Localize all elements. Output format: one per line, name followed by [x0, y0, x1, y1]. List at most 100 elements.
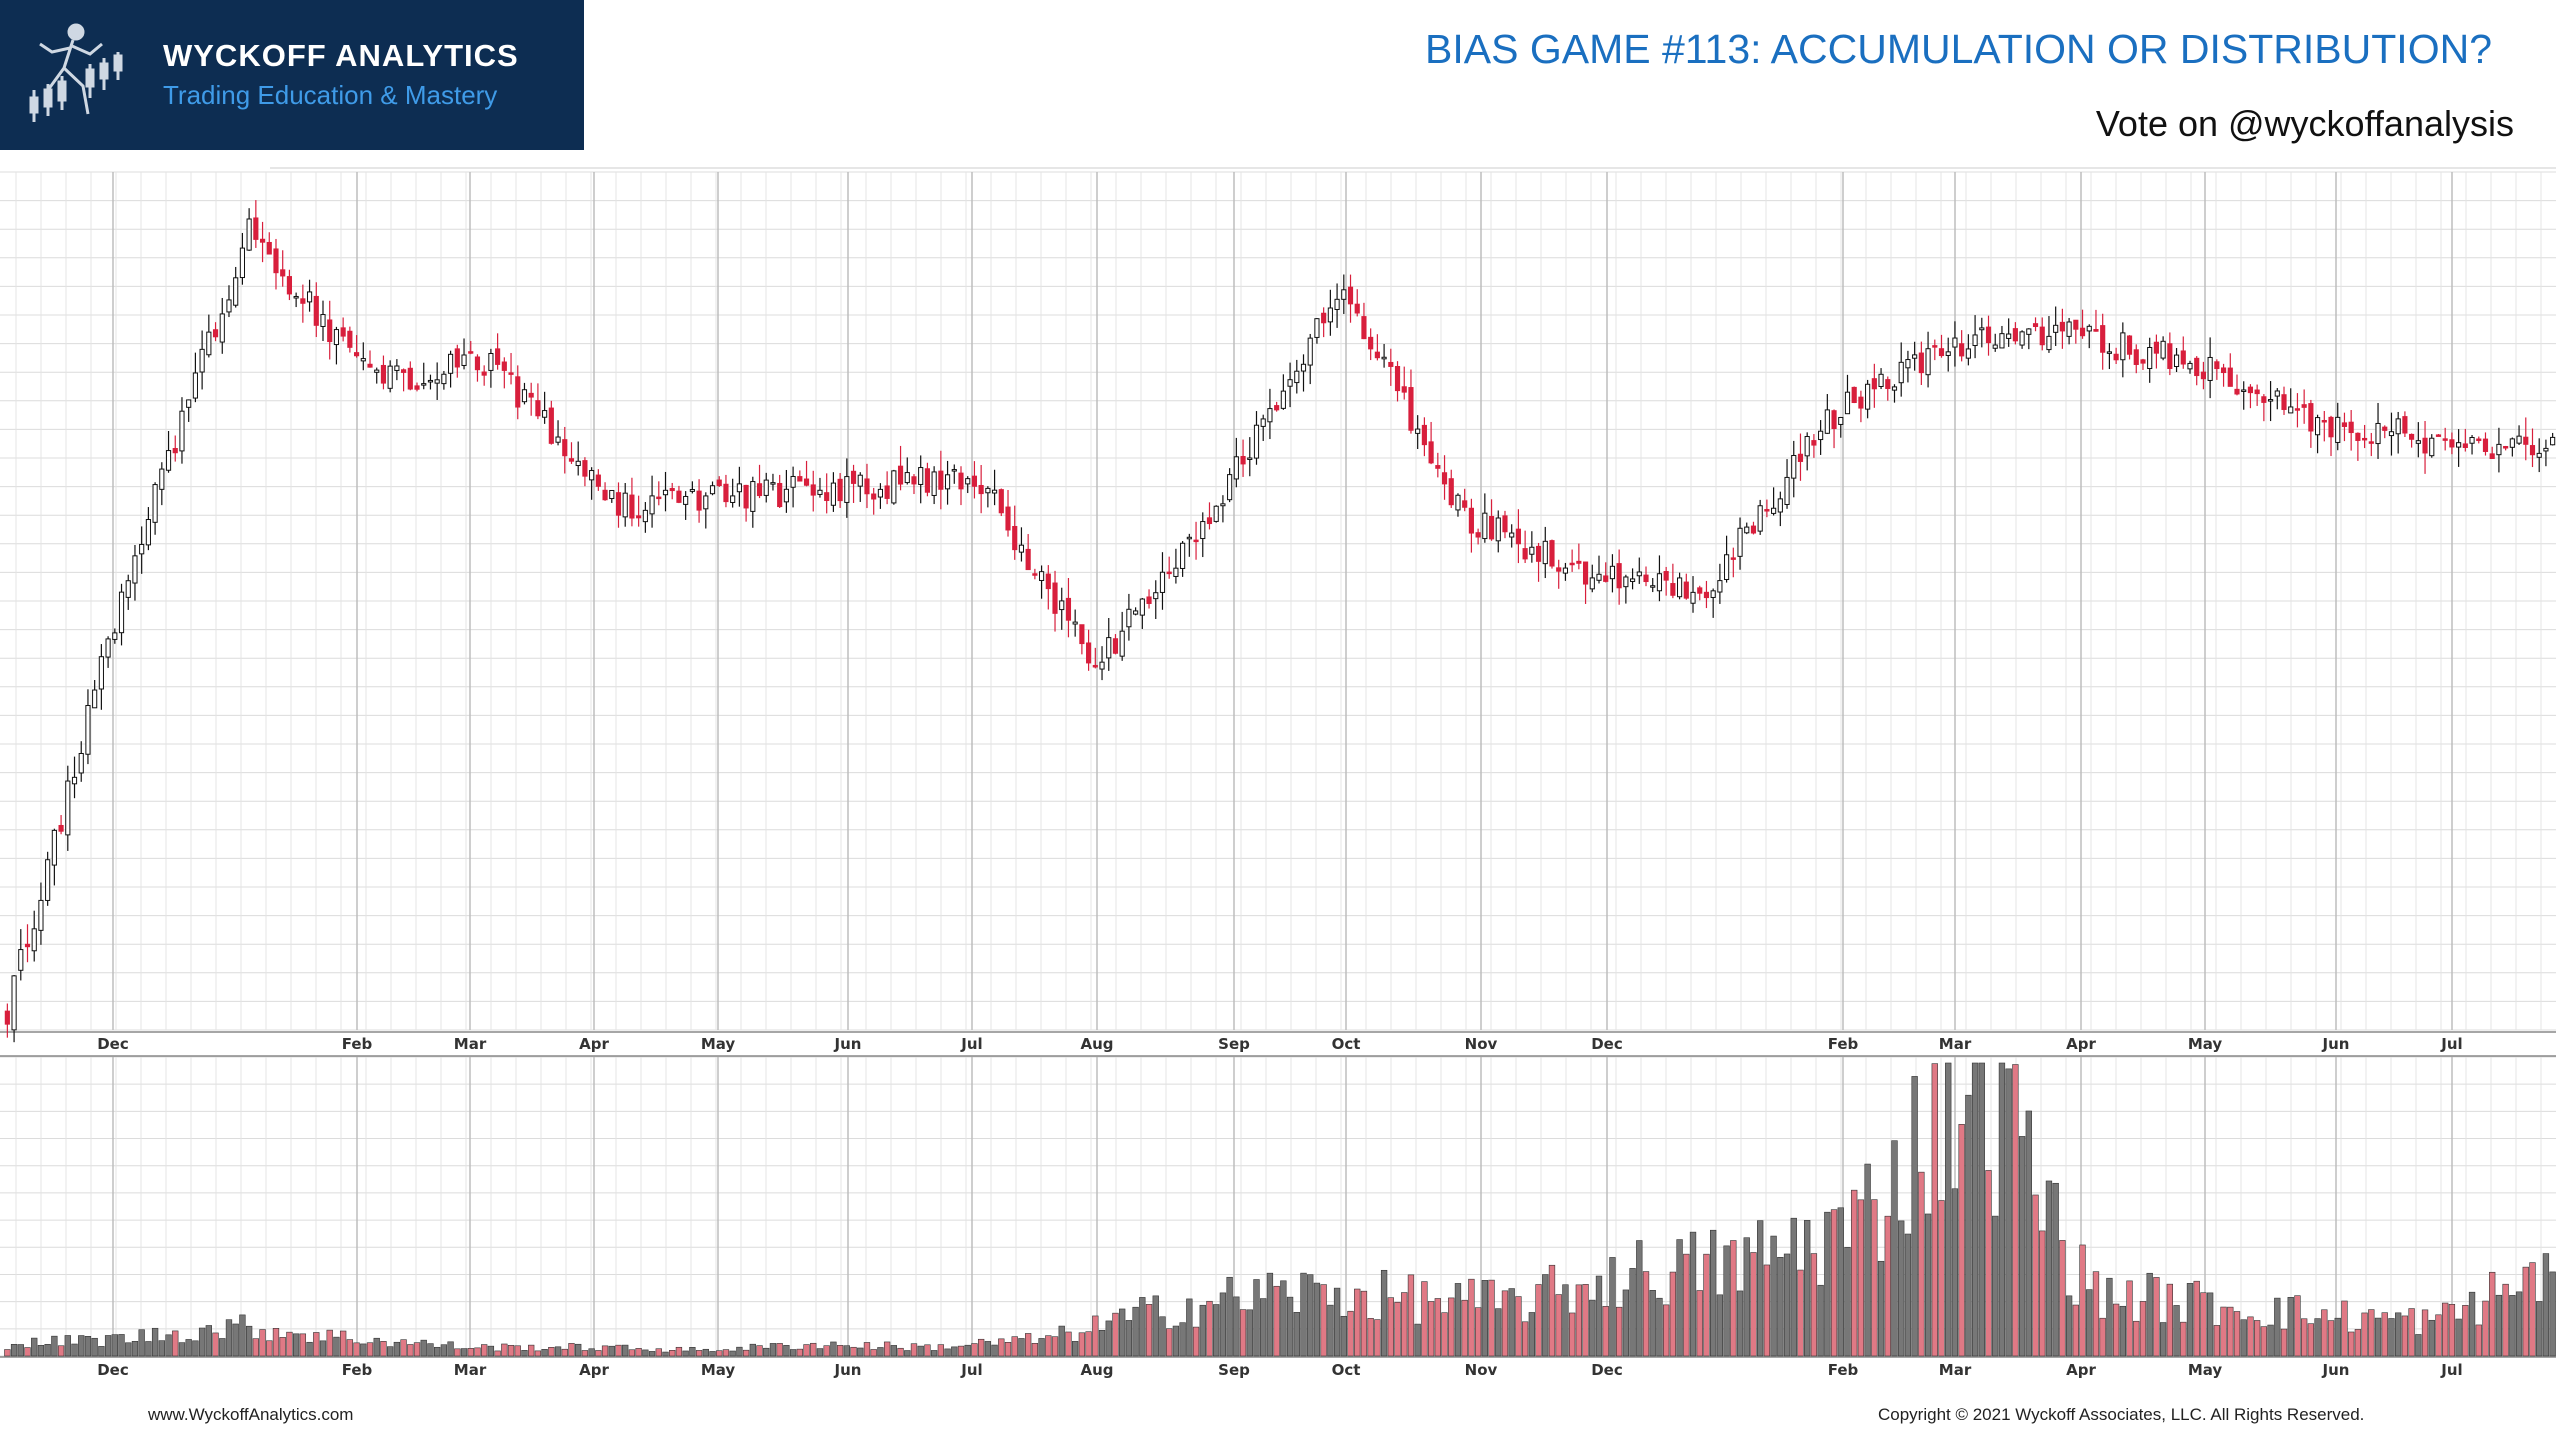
volume-bar: [964, 1344, 971, 1357]
volume-bar: [937, 1344, 945, 1357]
candle-body: [139, 543, 145, 555]
volume-bar: [1192, 1326, 1200, 1357]
candle-body: [1300, 363, 1307, 372]
candle-body: [2335, 416, 2341, 443]
candle-body: [548, 407, 554, 444]
volume-bar: [514, 1345, 521, 1357]
volume-bar: [24, 1347, 31, 1357]
volume-bar: [957, 1345, 965, 1357]
candle-body: [145, 519, 151, 546]
volume-bar: [1065, 1331, 1072, 1357]
candle-body: [2442, 438, 2448, 441]
volume-bar: [494, 1350, 501, 1357]
candle-body: [394, 365, 400, 371]
volume-bar: [326, 1329, 333, 1357]
candle-body: [474, 356, 481, 371]
volume-bar: [1401, 1292, 1408, 1357]
candle-body: [515, 376, 521, 408]
candle-body: [904, 472, 910, 484]
candle-body: [1724, 554, 1730, 581]
candle-body: [2375, 422, 2381, 445]
candle-body: [1515, 528, 1521, 545]
volume-bar: [608, 1345, 615, 1357]
volume-x-tick-label: Jun: [834, 1361, 862, 1379]
candle-body: [1206, 517, 1213, 525]
candle-body: [1045, 573, 1051, 590]
volume-bar: [10, 1343, 18, 1357]
candle-body: [797, 476, 803, 482]
volume-bar: [474, 1347, 481, 1357]
price-panel: Dec Feb Mar Apr May Jun Jul Aug Sep Oct Nov Dec Feb M…: [0, 167, 2556, 1053]
volume-bar: [1327, 1304, 1334, 1357]
volume-bar: [850, 1346, 857, 1357]
volume-bar: [2065, 1295, 2073, 1357]
candle-body: [1260, 418, 1266, 427]
candle-body: [199, 348, 205, 373]
volume-bar: [742, 1349, 750, 1357]
candle-body: [1979, 327, 1985, 331]
volume-bar: [2139, 1301, 2147, 1357]
candle-body: [300, 298, 306, 304]
volume-x-tick-label: Feb: [342, 1361, 373, 1379]
candle-body: [1959, 343, 1965, 357]
candle-body: [985, 487, 991, 494]
volume-bar: [1904, 1233, 1912, 1357]
candle-body: [2073, 319, 2079, 330]
volume-bar: [689, 1347, 696, 1357]
volume-bar: [2018, 1136, 2026, 1357]
candle-body: [1428, 441, 1434, 464]
candle-body: [45, 859, 51, 901]
candle-body: [1146, 596, 1152, 604]
candle-body: [1502, 515, 1508, 533]
price-x-tick-label: Feb: [342, 1035, 373, 1053]
volume-bar: [2542, 1253, 2550, 1357]
volume-bar: [1602, 1306, 1609, 1357]
candle-body: [226, 299, 232, 313]
volume-bar: [1508, 1288, 1515, 1357]
volume-bar: [2421, 1309, 2429, 1357]
volume-bar: [111, 1334, 118, 1357]
volume-bar: [1656, 1297, 1663, 1357]
volume-bar: [1186, 1298, 1193, 1357]
candle-body: [1079, 624, 1085, 645]
volume-x-tick-label: Aug: [1080, 1361, 1113, 1379]
volume-bar: [548, 1347, 555, 1357]
volume-bar: [239, 1314, 246, 1357]
volume-bar: [1226, 1276, 1233, 1357]
candle-body: [2147, 346, 2153, 370]
volume-bar: [823, 1345, 830, 1357]
candle-body: [2261, 396, 2267, 403]
volume-bar: [17, 1344, 24, 1357]
volume-bar: [622, 1344, 629, 1357]
volume-bar: [1770, 1235, 1777, 1357]
volume-bar: [1663, 1304, 1670, 1357]
candle-body: [2066, 321, 2072, 337]
volume-bar: [1609, 1257, 1616, 1357]
volume-bar: [2092, 1271, 2100, 1357]
volume-bar: [1730, 1240, 1737, 1357]
price-x-tick-label: Nov: [1465, 1035, 1498, 1053]
candle-body: [2100, 325, 2106, 353]
candle-body: [2482, 438, 2489, 452]
candle-body: [1556, 567, 1562, 572]
candle-body: [2160, 340, 2166, 359]
volume-bar: [1830, 1209, 1838, 1357]
volume-bar: [386, 1346, 394, 1357]
volume-bar: [1045, 1335, 1052, 1357]
volume-bar: [1817, 1284, 1824, 1357]
candle-body: [777, 482, 783, 508]
volume-bar: [1636, 1240, 1643, 1357]
volume-bar: [138, 1329, 145, 1357]
volume-bar: [783, 1345, 790, 1357]
candle-body: [421, 383, 427, 386]
candle-body: [1065, 597, 1072, 621]
volume-x-tick-label: Nov: [1465, 1361, 1498, 1379]
volume-bar: [1072, 1341, 1079, 1357]
volume-bar: [857, 1347, 864, 1357]
volume-bar: [575, 1343, 582, 1357]
candle-body: [2315, 417, 2321, 436]
candle-body: [1562, 567, 1569, 574]
candle-body: [2550, 436, 2556, 446]
price-x-tick-label: Oct: [1332, 1035, 1361, 1053]
candle-body: [2429, 437, 2435, 457]
